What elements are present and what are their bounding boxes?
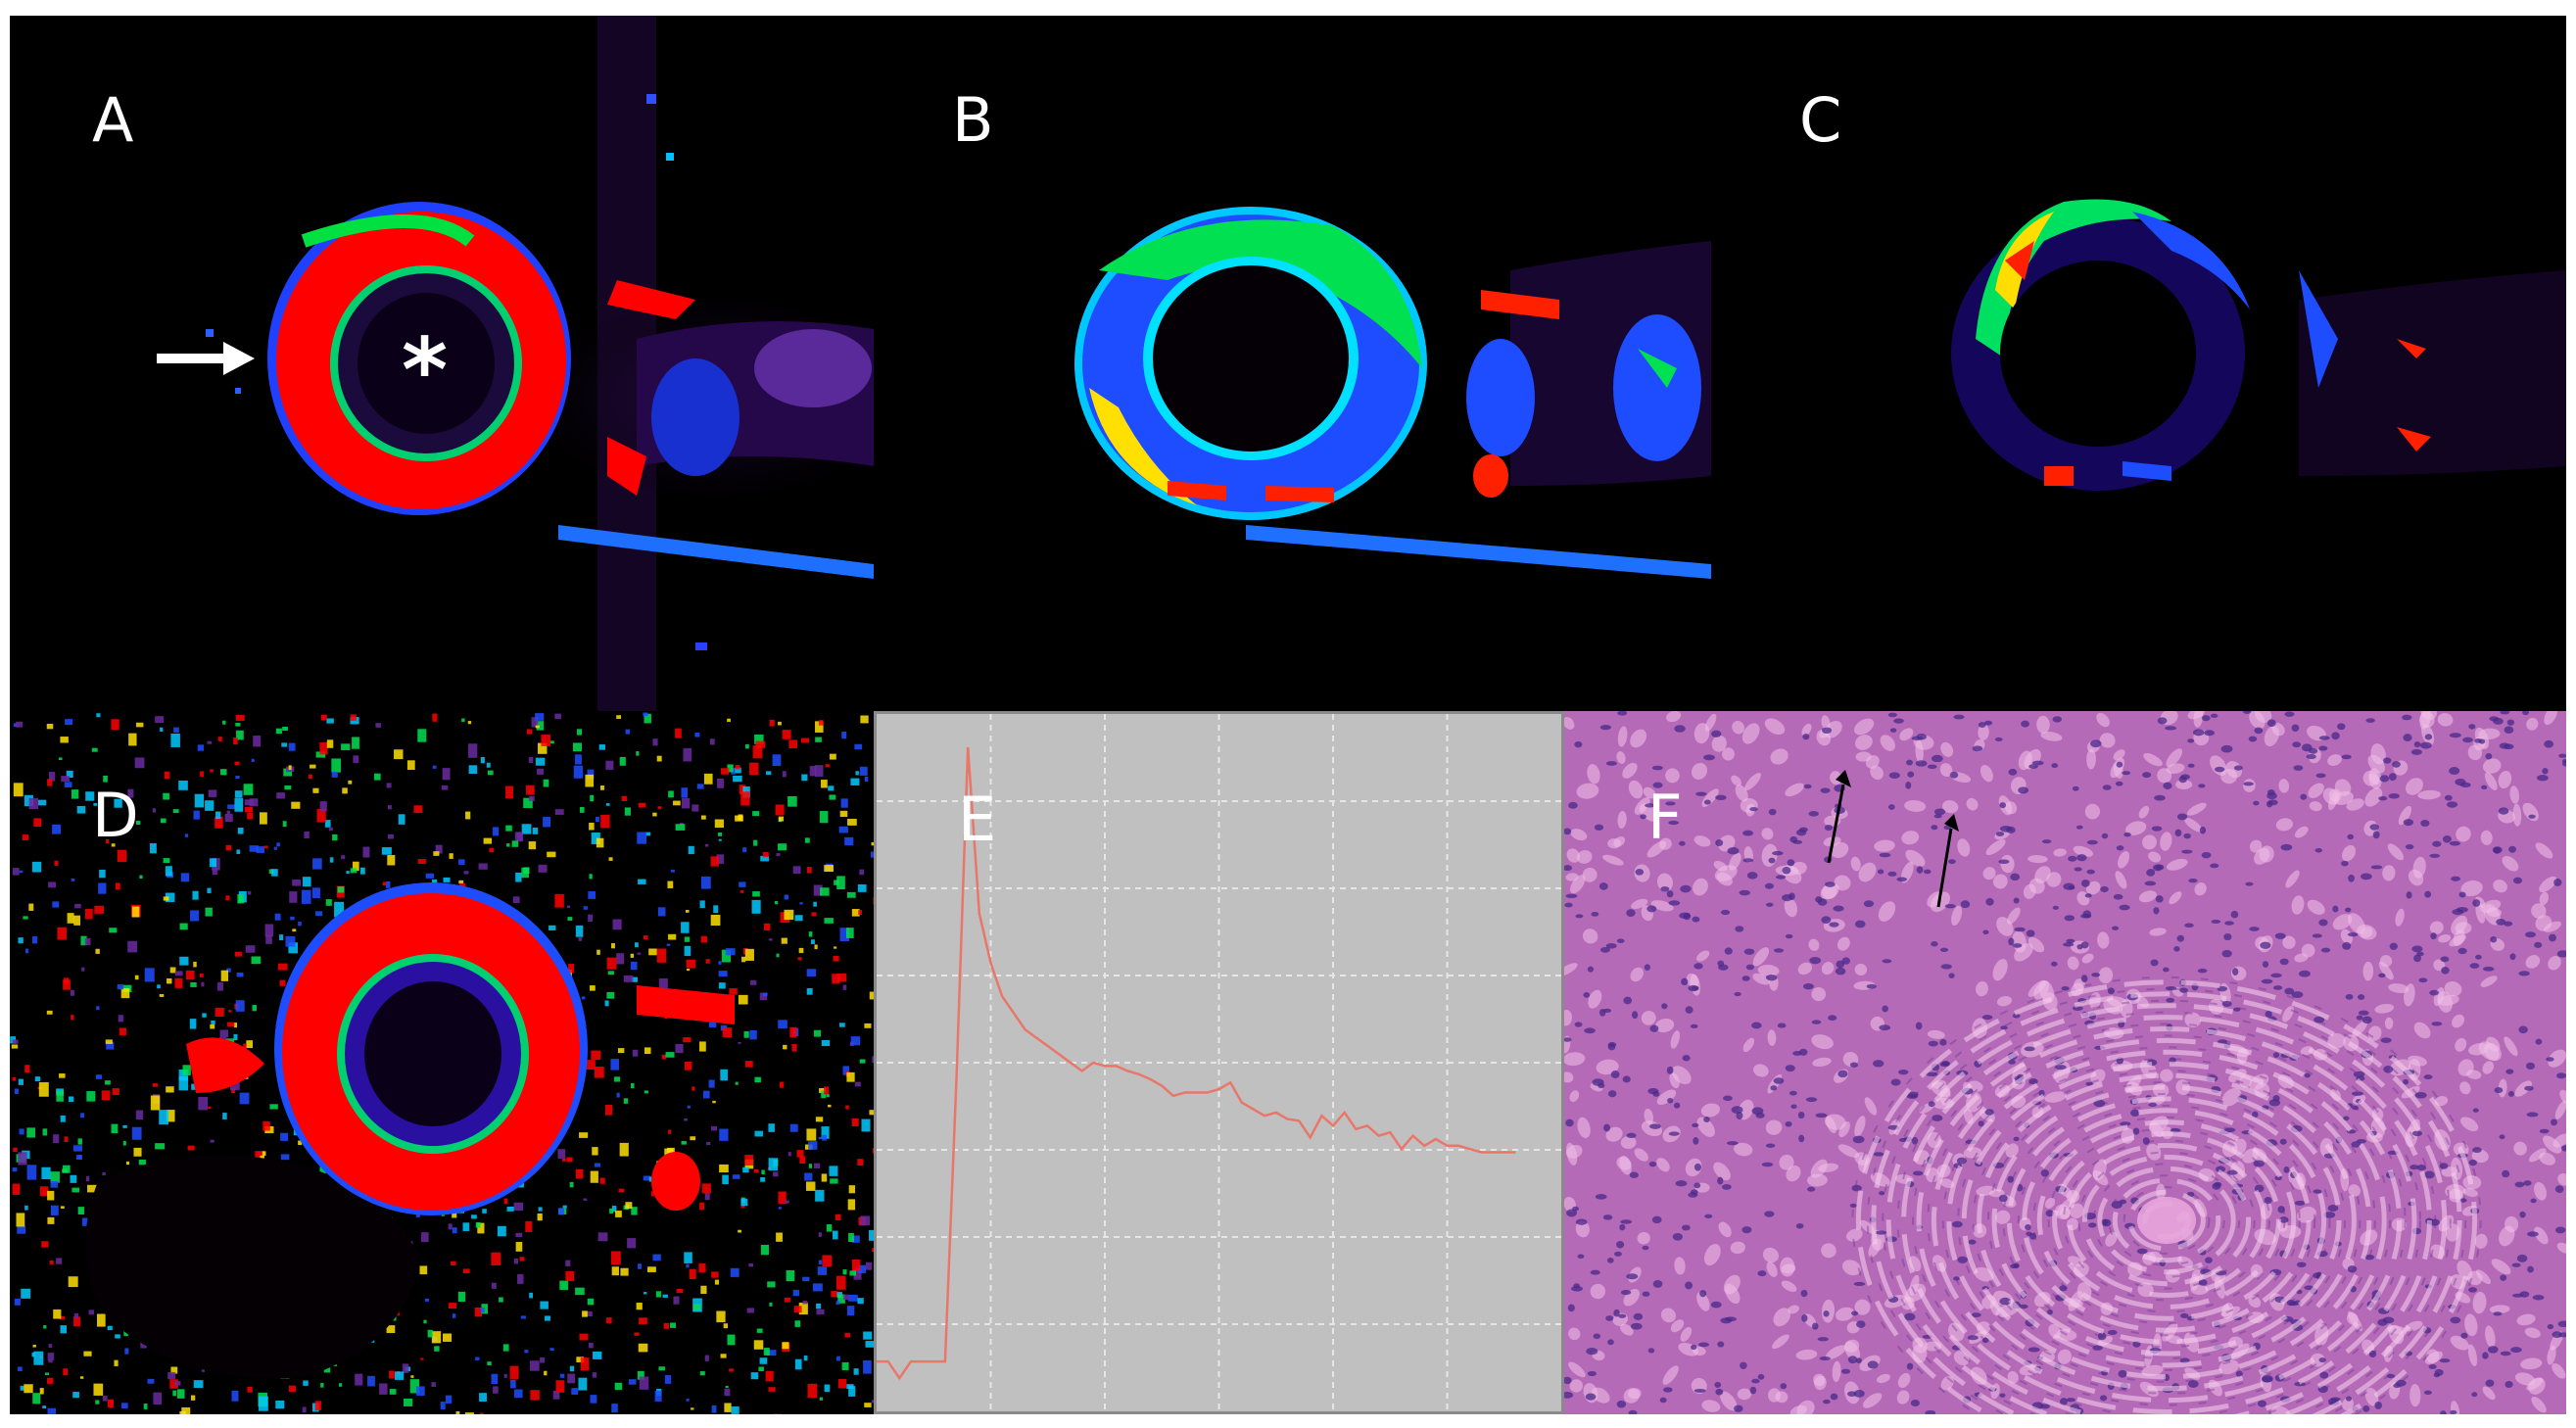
panel-label-c: C <box>1799 84 1842 156</box>
panel-d-perfusion-map: D <box>10 711 874 1414</box>
star-marker: * <box>402 319 449 422</box>
panel-d-image <box>10 711 874 1414</box>
panel-c-image <box>1711 16 2566 711</box>
panel-b-perfusion-map: B <box>874 16 1711 711</box>
panel-label-d: D <box>92 780 139 851</box>
panel-a-perfusion-map: A * <box>10 16 874 711</box>
panel-a-image <box>10 16 874 711</box>
panel-c-perfusion-map: C <box>1711 16 2566 711</box>
panel-e-time-intensity-curve: E <box>874 711 1564 1414</box>
histology-arrow-2-icon <box>1936 828 1953 908</box>
panel-f-image <box>1564 711 2566 1414</box>
panel-b-image <box>874 16 1711 711</box>
panel-label-e: E <box>958 784 997 855</box>
panel-label-b: B <box>952 84 994 156</box>
panel-label-f: F <box>1647 782 1683 853</box>
panel-f-histology: F <box>1564 711 2566 1414</box>
histology-arrow-1-icon <box>1827 784 1845 864</box>
series-line-signal-intensity <box>877 746 1516 1381</box>
time-intensity-chart <box>876 714 1561 1411</box>
chart-gridlines <box>877 714 1561 1411</box>
panel-label-a: A <box>92 84 134 156</box>
